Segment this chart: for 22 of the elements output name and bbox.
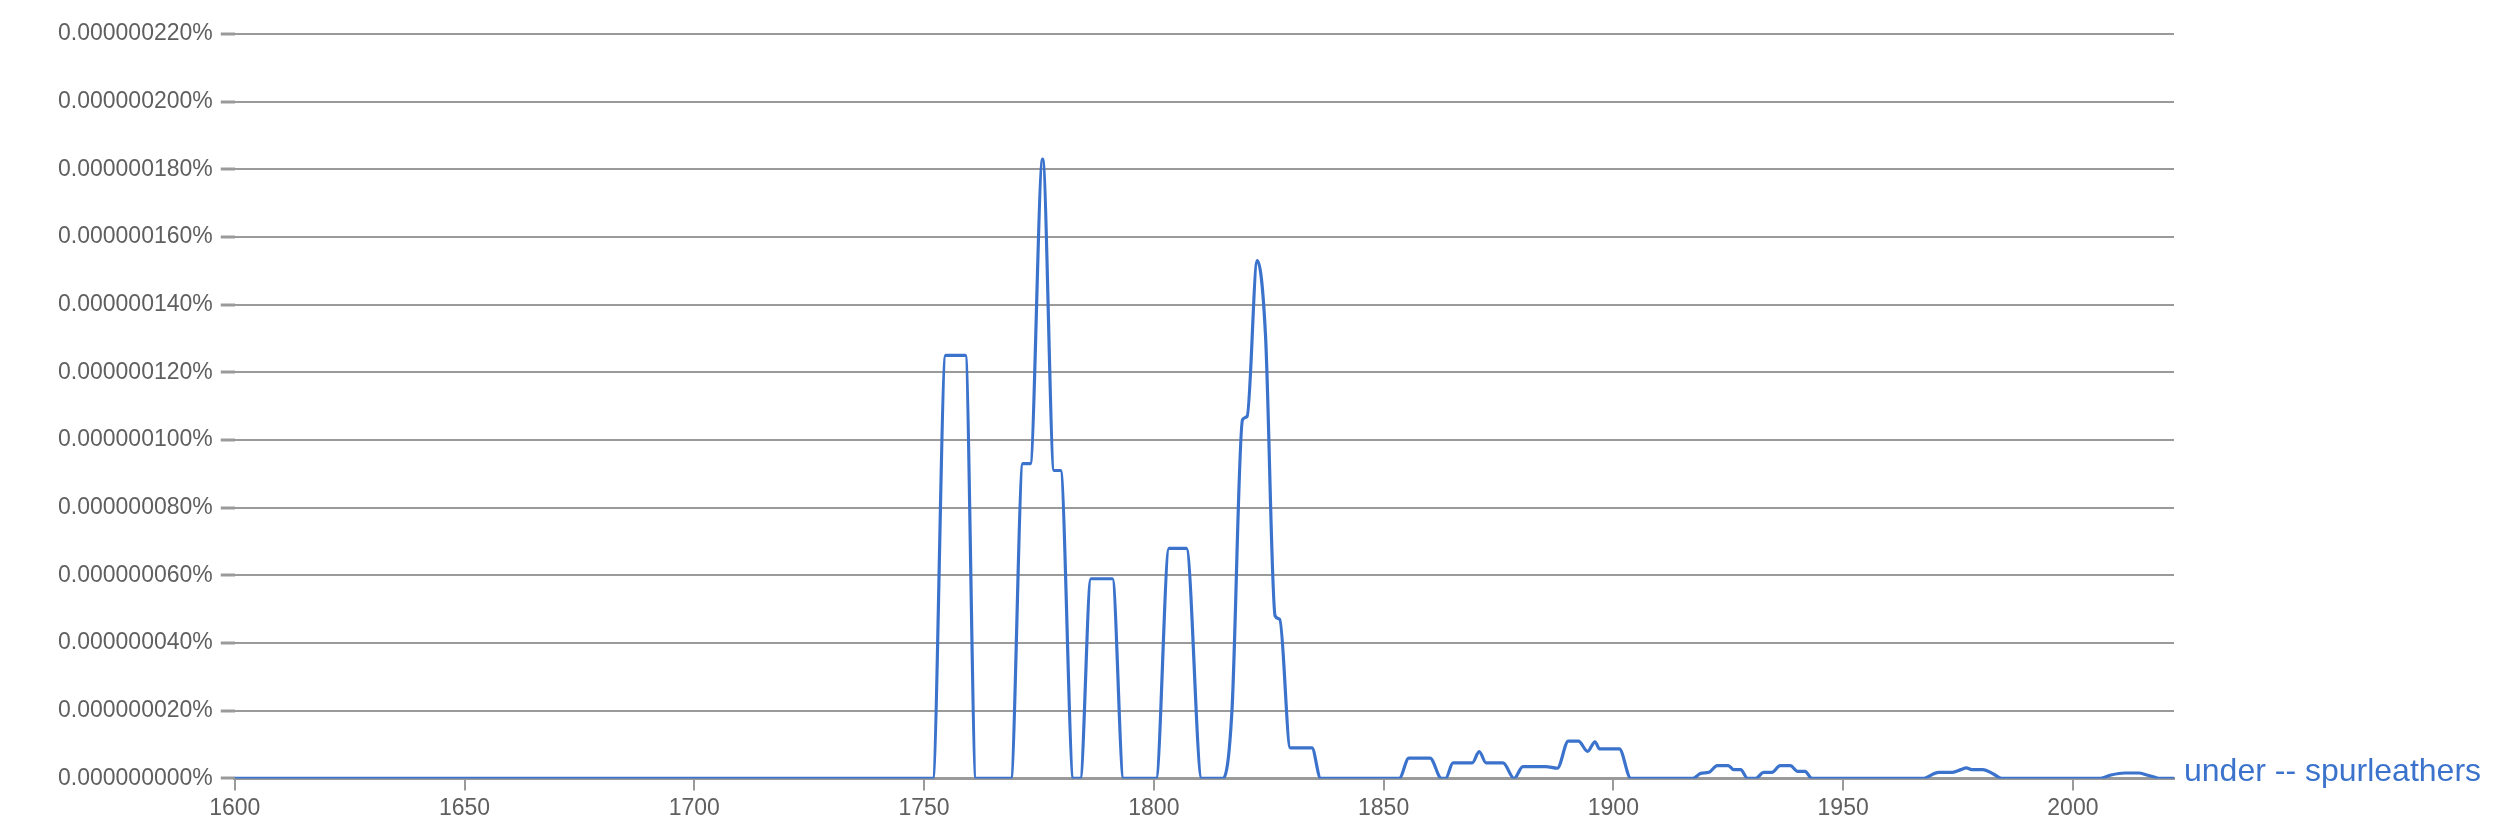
- y-tick-label: 0.000000000%: [57, 763, 213, 790]
- y-tick-label: 0.000000040%: [57, 628, 213, 655]
- x-tick-label: 1600: [209, 793, 261, 820]
- y-tick-label: 0.000000020%: [57, 696, 213, 723]
- y-tick-label: 0.000000180%: [57, 154, 213, 181]
- x-tick-label: 1950: [1817, 793, 1869, 820]
- x-tick-label: 2000: [2047, 793, 2099, 820]
- x-tick-label: 1850: [1358, 793, 1410, 820]
- y-tick-label: 0.000000220%: [57, 19, 213, 46]
- x-tick-label: 1800: [1128, 793, 1180, 820]
- x-tick-label: 1650: [438, 793, 491, 820]
- y-tick-label: 0.000000060%: [57, 560, 213, 587]
- y-tick-label: 0.000000140%: [57, 290, 213, 317]
- y-tick-label: 0.000000200%: [57, 87, 213, 114]
- x-tick-label: 1700: [668, 793, 720, 820]
- x-tick-label: 1900: [1587, 793, 1639, 820]
- series-label: under -- spurleathers: [2184, 752, 2482, 789]
- y-tick-label: 0.000000100%: [57, 425, 213, 452]
- y-tick-label: 0.000000120%: [57, 357, 213, 384]
- y-tick-label: 0.000000160%: [57, 222, 213, 249]
- y-tick-label: 0.000000080%: [57, 493, 213, 520]
- x-tick-label: 1750: [898, 793, 950, 820]
